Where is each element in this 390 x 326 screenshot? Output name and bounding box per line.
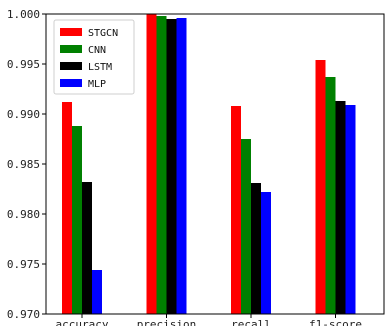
bar-lstm-recall — [251, 183, 261, 314]
legend-swatch-cnn — [60, 45, 82, 53]
legend-label-cnn: CNN — [88, 45, 106, 56]
axes-layer: accuracy precision recall f1-score 0.970 0.97… — [7, 8, 385, 326]
bar-lstm-precision — [166, 19, 177, 314]
legend-swatch-mlp — [60, 79, 82, 87]
legend-label-mlp: MLP — [88, 79, 106, 90]
legend-frame — [53, 19, 135, 95]
y-tick-label-0.975: 0.975 — [7, 258, 40, 271]
bar-stgcn-f1-score — [315, 60, 326, 314]
bar-cnn-recall — [241, 139, 251, 314]
bar-mlp-precision — [176, 18, 187, 314]
y-tick-label-0.985: 0.985 — [7, 158, 40, 171]
y-tick-label-0.980: 0.980 — [7, 208, 40, 221]
bar-cnn-precision — [156, 16, 167, 314]
bars-layer — [62, 14, 356, 314]
y-tick-label-0.970: 0.970 — [7, 308, 40, 321]
bar-mlp-recall — [261, 192, 271, 314]
legend: STGCN CNN LSTM MLP — [53, 19, 135, 95]
bar-mlp-f1-score — [345, 105, 356, 314]
bar-lstm-accuracy — [82, 182, 92, 314]
y-tick-label-0.995: 0.995 — [7, 58, 40, 71]
legend-label-stgcn: STGCN — [88, 28, 118, 39]
x-tick-label-accuracy: accuracy — [56, 318, 109, 326]
bar-cnn-f1-score — [325, 77, 336, 314]
x-tick-label-recall: recall — [231, 318, 271, 326]
legend-swatch-stgcn — [60, 28, 82, 36]
y-tick-label-0.990: 0.990 — [7, 108, 40, 121]
y-tick-label-1.000: 1.000 — [7, 8, 40, 21]
bar-cnn-accuracy — [72, 126, 82, 314]
bar-lstm-f1-score — [335, 101, 346, 314]
x-tick-label-precision: precision — [137, 318, 197, 326]
legend-label-lstm: LSTM — [88, 62, 112, 73]
bar-mlp-accuracy — [92, 270, 102, 314]
bar-stgcn-accuracy — [62, 102, 72, 314]
bar-stgcn-precision — [146, 14, 157, 314]
legend-swatch-lstm — [60, 62, 82, 70]
x-tick-label-f1-score: f1-score — [309, 318, 362, 326]
bar-stgcn-recall — [231, 106, 241, 314]
